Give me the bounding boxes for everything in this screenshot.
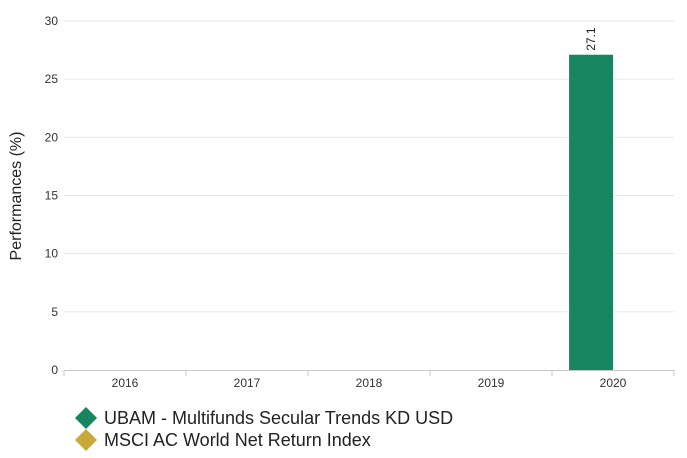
- y-tick-label: 30: [45, 14, 59, 28]
- x-tick-label: 2019: [478, 376, 505, 390]
- y-tick-label: 5: [51, 305, 58, 319]
- x-tick-label: 2018: [356, 376, 383, 390]
- legend-diamond-icon: [75, 429, 97, 451]
- x-tick-label: 2016: [112, 376, 139, 390]
- legend: UBAM - Multifunds Secular Trends KD USDM…: [75, 407, 453, 451]
- legend-diamond-icon: [75, 407, 97, 429]
- y-tick-label: 0: [51, 363, 58, 377]
- y-tick-label: 10: [45, 247, 59, 261]
- legend-label: MSCI AC World Net Return Index: [104, 430, 371, 450]
- bar-data-label: 27.1: [584, 27, 598, 51]
- y-tick-label: 20: [45, 130, 59, 144]
- legend-label: UBAM - Multifunds Secular Trends KD USD: [104, 408, 453, 428]
- y-tick-label: 25: [45, 72, 59, 86]
- legend-item[interactable]: MSCI AC World Net Return Index: [75, 429, 371, 451]
- x-tick-label: 2017: [234, 376, 261, 390]
- x-tick-label: 2020: [600, 376, 627, 390]
- bar-layer: 27.1: [569, 27, 613, 371]
- legend-item[interactable]: UBAM - Multifunds Secular Trends KD USD: [75, 407, 453, 429]
- axis-layer: 0 5 10 15 20 25 30 2016 2017 2018 2019 2020: [45, 14, 675, 390]
- y-axis-title: Performances (%): [8, 132, 25, 261]
- y-tick-label: 15: [45, 189, 59, 203]
- bar: [569, 54, 613, 371]
